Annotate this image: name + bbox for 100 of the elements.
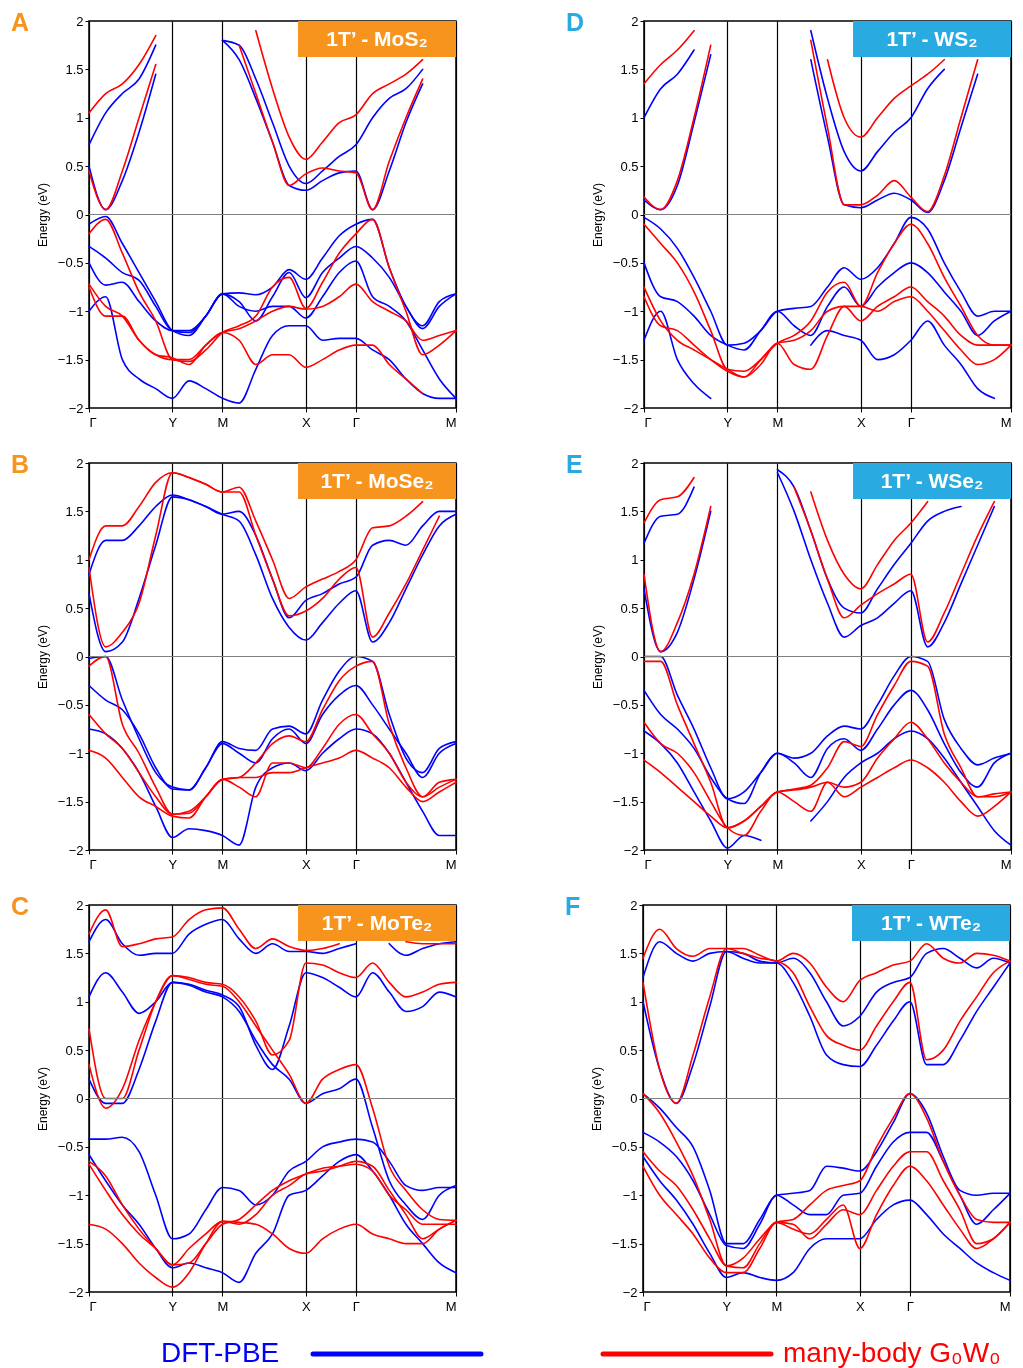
y-tick-label: −0.5 <box>612 697 639 713</box>
text: B <box>11 450 30 478</box>
chart-title: 1T’ - WS₂ <box>886 27 978 50</box>
chart-title: 1T’ - WSe₂ <box>880 469 984 492</box>
x-tick-label: M <box>999 1298 1011 1314</box>
chart-title: 1T’ - MoTe₂ <box>321 911 433 934</box>
y-tick-label: 0 <box>631 649 639 664</box>
x-tick-label: X <box>302 414 312 430</box>
y-tick-label: −0.5 <box>611 1139 638 1155</box>
y-axis-title: Energy (eV) <box>590 182 605 248</box>
y-tick-label: 1 <box>76 552 84 568</box>
y-tick-label: 0 <box>630 1091 638 1106</box>
y-tick-label: 0 <box>631 207 639 222</box>
x-tick-label: X <box>856 1298 866 1314</box>
y-tick-label: 1.5 <box>65 945 84 961</box>
x-tick-label: M <box>217 1298 229 1314</box>
text: C <box>11 892 30 920</box>
y-axis-title: Energy (eV) <box>35 1066 50 1132</box>
x-tick-label: Y <box>723 414 733 430</box>
y-tick-label: 2 <box>631 455 639 471</box>
y-tick-label: −1.5 <box>57 352 84 368</box>
y-tick-label: 0.5 <box>65 1042 84 1058</box>
chart-title: 1T’ - WTe₂ <box>881 911 981 934</box>
x-tick-label: Γ <box>644 856 652 872</box>
y-tick-label: −2 <box>622 1284 638 1300</box>
y-tick-label: 0.5 <box>619 1042 638 1058</box>
y-tick-label: −2 <box>68 842 84 858</box>
y-tick-label: 0 <box>76 649 84 664</box>
x-tick-label: X <box>857 856 867 872</box>
x-tick-label: M <box>1000 414 1012 430</box>
y-tick-label: −2 <box>68 1284 84 1300</box>
x-tick-label: Γ <box>352 856 360 872</box>
x-tick-label: Γ <box>907 856 915 872</box>
text: D <box>566 8 585 36</box>
x-tick-label: Γ <box>352 1298 360 1314</box>
y-tick-label: 1 <box>76 110 84 126</box>
x-tick-label: M <box>1000 856 1012 872</box>
y-tick-label: 1 <box>631 552 639 568</box>
y-tick-label: 2 <box>630 897 638 913</box>
y-axis-title: Energy (eV) <box>35 624 50 690</box>
y-tick-label: −1 <box>623 303 639 319</box>
x-tick-label: Γ <box>89 414 97 430</box>
x-tick-label: M <box>217 414 229 430</box>
x-tick-label: M <box>771 1298 783 1314</box>
y-tick-label: 0.5 <box>65 158 84 174</box>
chart-title: 1T’ - MoS₂ <box>326 27 428 50</box>
x-tick-label: M <box>445 1298 457 1314</box>
y-tick-label: −1.5 <box>611 1236 638 1252</box>
y-tick-label: 1.5 <box>65 61 84 77</box>
x-tick-label: M <box>445 856 457 872</box>
y-tick-label: −1 <box>68 745 84 761</box>
y-tick-label: −1.5 <box>612 352 639 368</box>
x-tick-label: X <box>302 1298 312 1314</box>
text: E <box>566 450 583 478</box>
y-tick-label: 0 <box>76 207 84 222</box>
x-tick-label: Y <box>168 856 178 872</box>
x-tick-label: X <box>302 856 312 872</box>
x-tick-label: Γ <box>643 1298 651 1314</box>
x-tick-label: Y <box>168 1298 178 1314</box>
chart-title: 1T’ - MoSe₂ <box>320 469 434 492</box>
y-tick-label: 1.5 <box>619 945 638 961</box>
y-tick-label: −1 <box>68 1187 84 1203</box>
text: F <box>565 892 581 920</box>
x-tick-label: Y <box>168 414 178 430</box>
y-tick-label: 2 <box>76 455 84 471</box>
x-tick-label: M <box>772 414 784 430</box>
y-tick-label: 1 <box>76 994 84 1010</box>
y-tick-label: 2 <box>631 13 639 29</box>
y-axis-title: Energy (eV) <box>590 624 605 690</box>
y-tick-label: −2 <box>623 400 639 416</box>
x-tick-label: Y <box>722 1298 732 1314</box>
y-tick-label: 1.5 <box>620 503 639 519</box>
y-tick-label: 1 <box>631 110 639 126</box>
text: many-body G₀W₀ <box>783 1337 1001 1368</box>
x-tick-label: Γ <box>89 1298 97 1314</box>
y-tick-label: −2 <box>68 400 84 416</box>
y-tick-label: −1.5 <box>57 1236 84 1252</box>
x-tick-label: Γ <box>644 414 652 430</box>
y-tick-label: 0 <box>76 1091 84 1106</box>
text: A <box>11 8 30 36</box>
y-tick-label: 0.5 <box>620 600 639 616</box>
y-tick-label: 2 <box>76 897 84 913</box>
y-tick-label: −1 <box>68 303 84 319</box>
text: DFT-PBE <box>161 1337 280 1368</box>
y-tick-label: 1 <box>630 994 638 1010</box>
y-tick-label: −0.5 <box>612 255 639 271</box>
x-tick-label: Γ <box>352 414 360 430</box>
x-tick-label: M <box>772 856 784 872</box>
y-tick-label: −0.5 <box>57 255 84 271</box>
x-tick-label: M <box>445 414 457 430</box>
x-tick-label: Γ <box>906 1298 914 1314</box>
y-tick-label: 1.5 <box>620 61 639 77</box>
y-tick-label: 2 <box>76 13 84 29</box>
y-axis-title: Energy (eV) <box>35 182 50 248</box>
y-tick-label: 1.5 <box>65 503 84 519</box>
y-tick-label: −1 <box>623 745 639 761</box>
x-tick-label: Γ <box>907 414 915 430</box>
y-tick-label: −1.5 <box>57 794 84 810</box>
x-tick-label: M <box>217 856 229 872</box>
x-tick-label: X <box>857 414 867 430</box>
